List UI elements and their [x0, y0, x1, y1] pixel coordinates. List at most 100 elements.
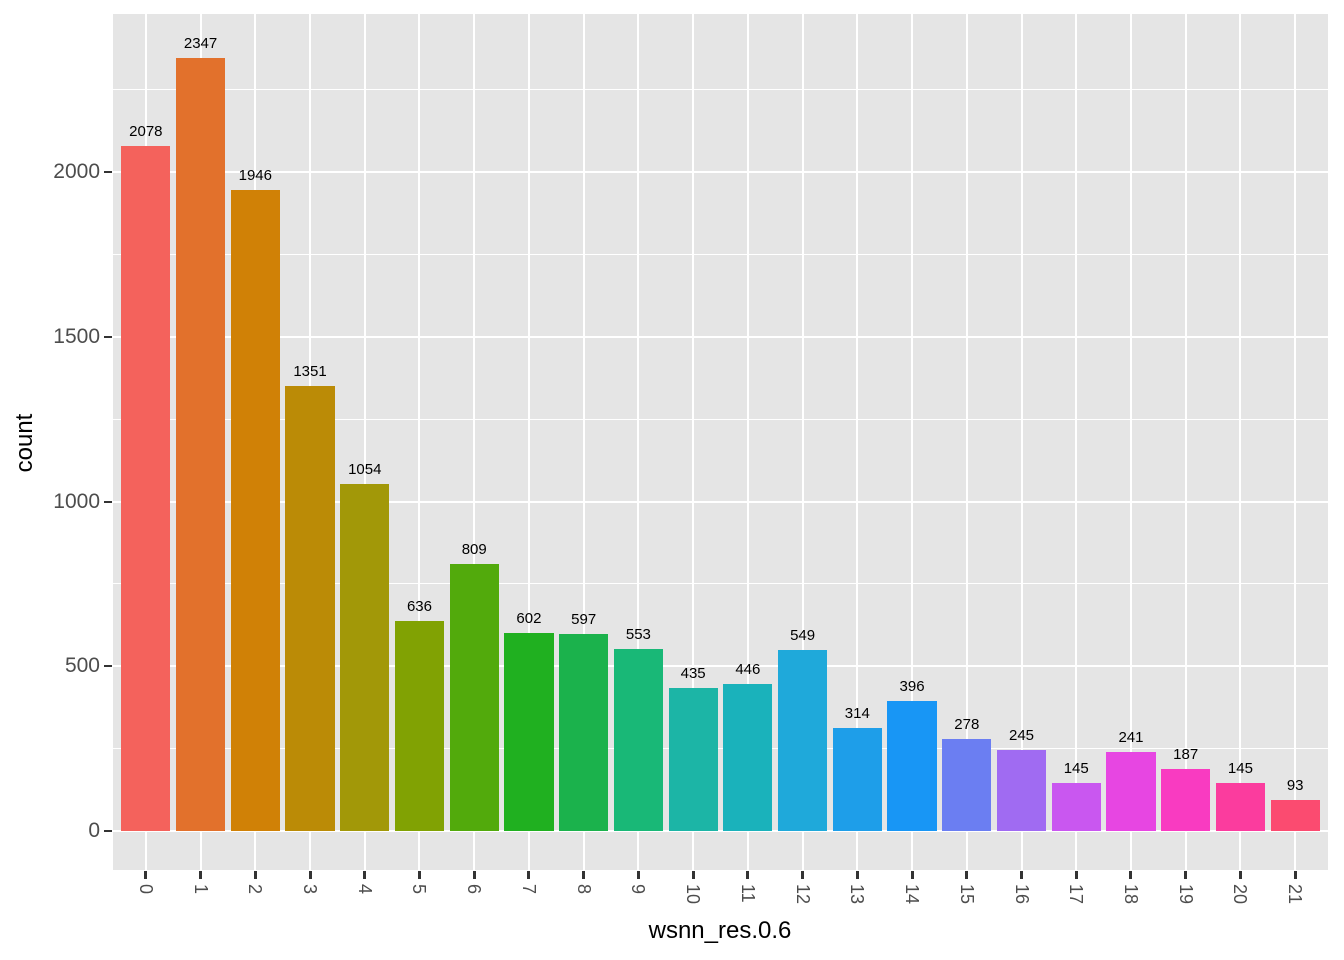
x-axis-tick [1184, 871, 1188, 879]
bar-15 [942, 739, 992, 831]
x-tick-label: 15 [956, 884, 977, 905]
x-tick-label: 11 [737, 884, 758, 903]
x-tick-label: 3 [300, 884, 321, 895]
gridline-major-vertical [911, 14, 914, 870]
bar-14 [887, 700, 937, 831]
gridline-major-vertical [965, 14, 968, 870]
bar-value-label: 314 [844, 704, 870, 722]
gridline-major-vertical [692, 14, 695, 870]
gridline-major-vertical [1294, 14, 1297, 870]
x-axis-tick [253, 871, 257, 879]
bar-12 [777, 650, 828, 831]
bar-value-label: 1054 [348, 460, 382, 478]
x-tick-label: 1 [190, 884, 211, 895]
gridline-minor-horizontal [113, 418, 1328, 420]
x-axis-tick [144, 871, 148, 879]
x-tick-label: 21 [1285, 884, 1306, 905]
x-axis-tick [308, 871, 312, 879]
x-tick-label: 5 [409, 884, 430, 895]
x-axis-tick [1020, 871, 1023, 879]
x-tick-label: 16 [1011, 884, 1032, 905]
bar-value-label: 553 [625, 625, 651, 643]
gridline-major-vertical [363, 14, 366, 870]
x-tick-label: 0 [135, 884, 156, 895]
bar-20 [1215, 783, 1266, 831]
gridline-minor-horizontal [113, 89, 1328, 91]
bar-value-label: 2347 [183, 34, 218, 52]
bar-18 [1106, 751, 1156, 831]
bar-5 [394, 621, 445, 831]
x-tick-label: 9 [628, 884, 649, 895]
bar-17 [1051, 783, 1101, 831]
x-axis-tick [636, 871, 640, 879]
bar-16 [996, 750, 1047, 831]
bar-value-label: 636 [406, 598, 432, 616]
bar-value-label: 396 [899, 677, 925, 695]
bar-10 [668, 687, 718, 831]
bar-21 [1270, 800, 1320, 831]
x-tick-label: 4 [354, 884, 375, 895]
x-tick-label: 8 [573, 884, 594, 895]
x-axis-tick [363, 871, 367, 879]
y-axis-tick [104, 500, 112, 503]
x-axis-tick [1238, 871, 1242, 879]
bar-value-label: 1946 [238, 166, 272, 184]
x-axis-tick [1129, 871, 1133, 879]
bar-value-label: 1351 [293, 362, 327, 380]
gridline-major-vertical [1075, 14, 1078, 870]
y-axis-tick [104, 665, 112, 668]
x-axis-tick [527, 871, 531, 879]
y-tick-label: 0 [88, 819, 100, 842]
bar-4 [340, 483, 390, 831]
bar-value-label: 278 [954, 716, 980, 734]
x-axis-tick [691, 871, 695, 879]
x-axis-tick [472, 871, 476, 879]
gridline-minor-horizontal [113, 748, 1328, 750]
gridline-major-vertical [746, 14, 749, 870]
gridline-major-vertical [418, 14, 421, 870]
bar-value-label: 549 [790, 627, 816, 645]
bar-value-label: 435 [680, 664, 706, 682]
bar-value-label: 145 [1063, 760, 1089, 778]
x-axis-tick [417, 871, 421, 879]
gridline-major-horizontal [113, 171, 1328, 173]
x-tick-label: 19 [1175, 884, 1196, 905]
bar-value-label: 602 [516, 609, 542, 627]
x-axis-tick [910, 871, 914, 879]
bar-11 [723, 684, 773, 831]
x-tick-label: 12 [792, 884, 813, 905]
bar-value-label: 446 [735, 661, 761, 679]
bar-value-label: 809 [461, 541, 487, 559]
x-axis-tick [801, 871, 805, 879]
gridline-major-vertical [637, 14, 640, 870]
x-tick-label: 10 [683, 884, 704, 905]
bar-value-label: 93 [1286, 777, 1304, 795]
bar-2 [230, 189, 280, 831]
y-tick-label: 500 [64, 654, 100, 678]
gridline-major-vertical [582, 14, 585, 870]
gridline-major-vertical [801, 14, 804, 870]
x-tick-label: 20 [1230, 884, 1251, 905]
gridline-major-vertical [527, 14, 530, 870]
bar-value-label: 241 [1118, 728, 1144, 746]
x-tick-label: 2 [245, 884, 266, 895]
x-axis-title: wsnn_res.0.6 [648, 917, 792, 944]
bar-value-label: 2078 [129, 123, 163, 141]
bar-7 [504, 632, 554, 831]
bar-0 [121, 146, 171, 831]
y-tick-label: 1000 [53, 489, 100, 513]
bar-9 [613, 648, 664, 831]
x-tick-label: 6 [464, 884, 485, 895]
x-tick-label: 18 [1120, 884, 1141, 905]
x-axis-tick [965, 871, 969, 879]
gridline-major-horizontal [113, 665, 1328, 668]
bar-value-label: 187 [1173, 746, 1199, 764]
x-tick-label: 13 [847, 884, 868, 905]
bar-13 [832, 727, 882, 831]
x-axis-tick [1293, 871, 1297, 879]
x-axis-tick [746, 871, 750, 879]
y-axis-tick [104, 171, 112, 173]
gridline-major-horizontal [113, 830, 1328, 832]
bar-6 [449, 564, 499, 831]
y-axis-tick [104, 335, 112, 338]
